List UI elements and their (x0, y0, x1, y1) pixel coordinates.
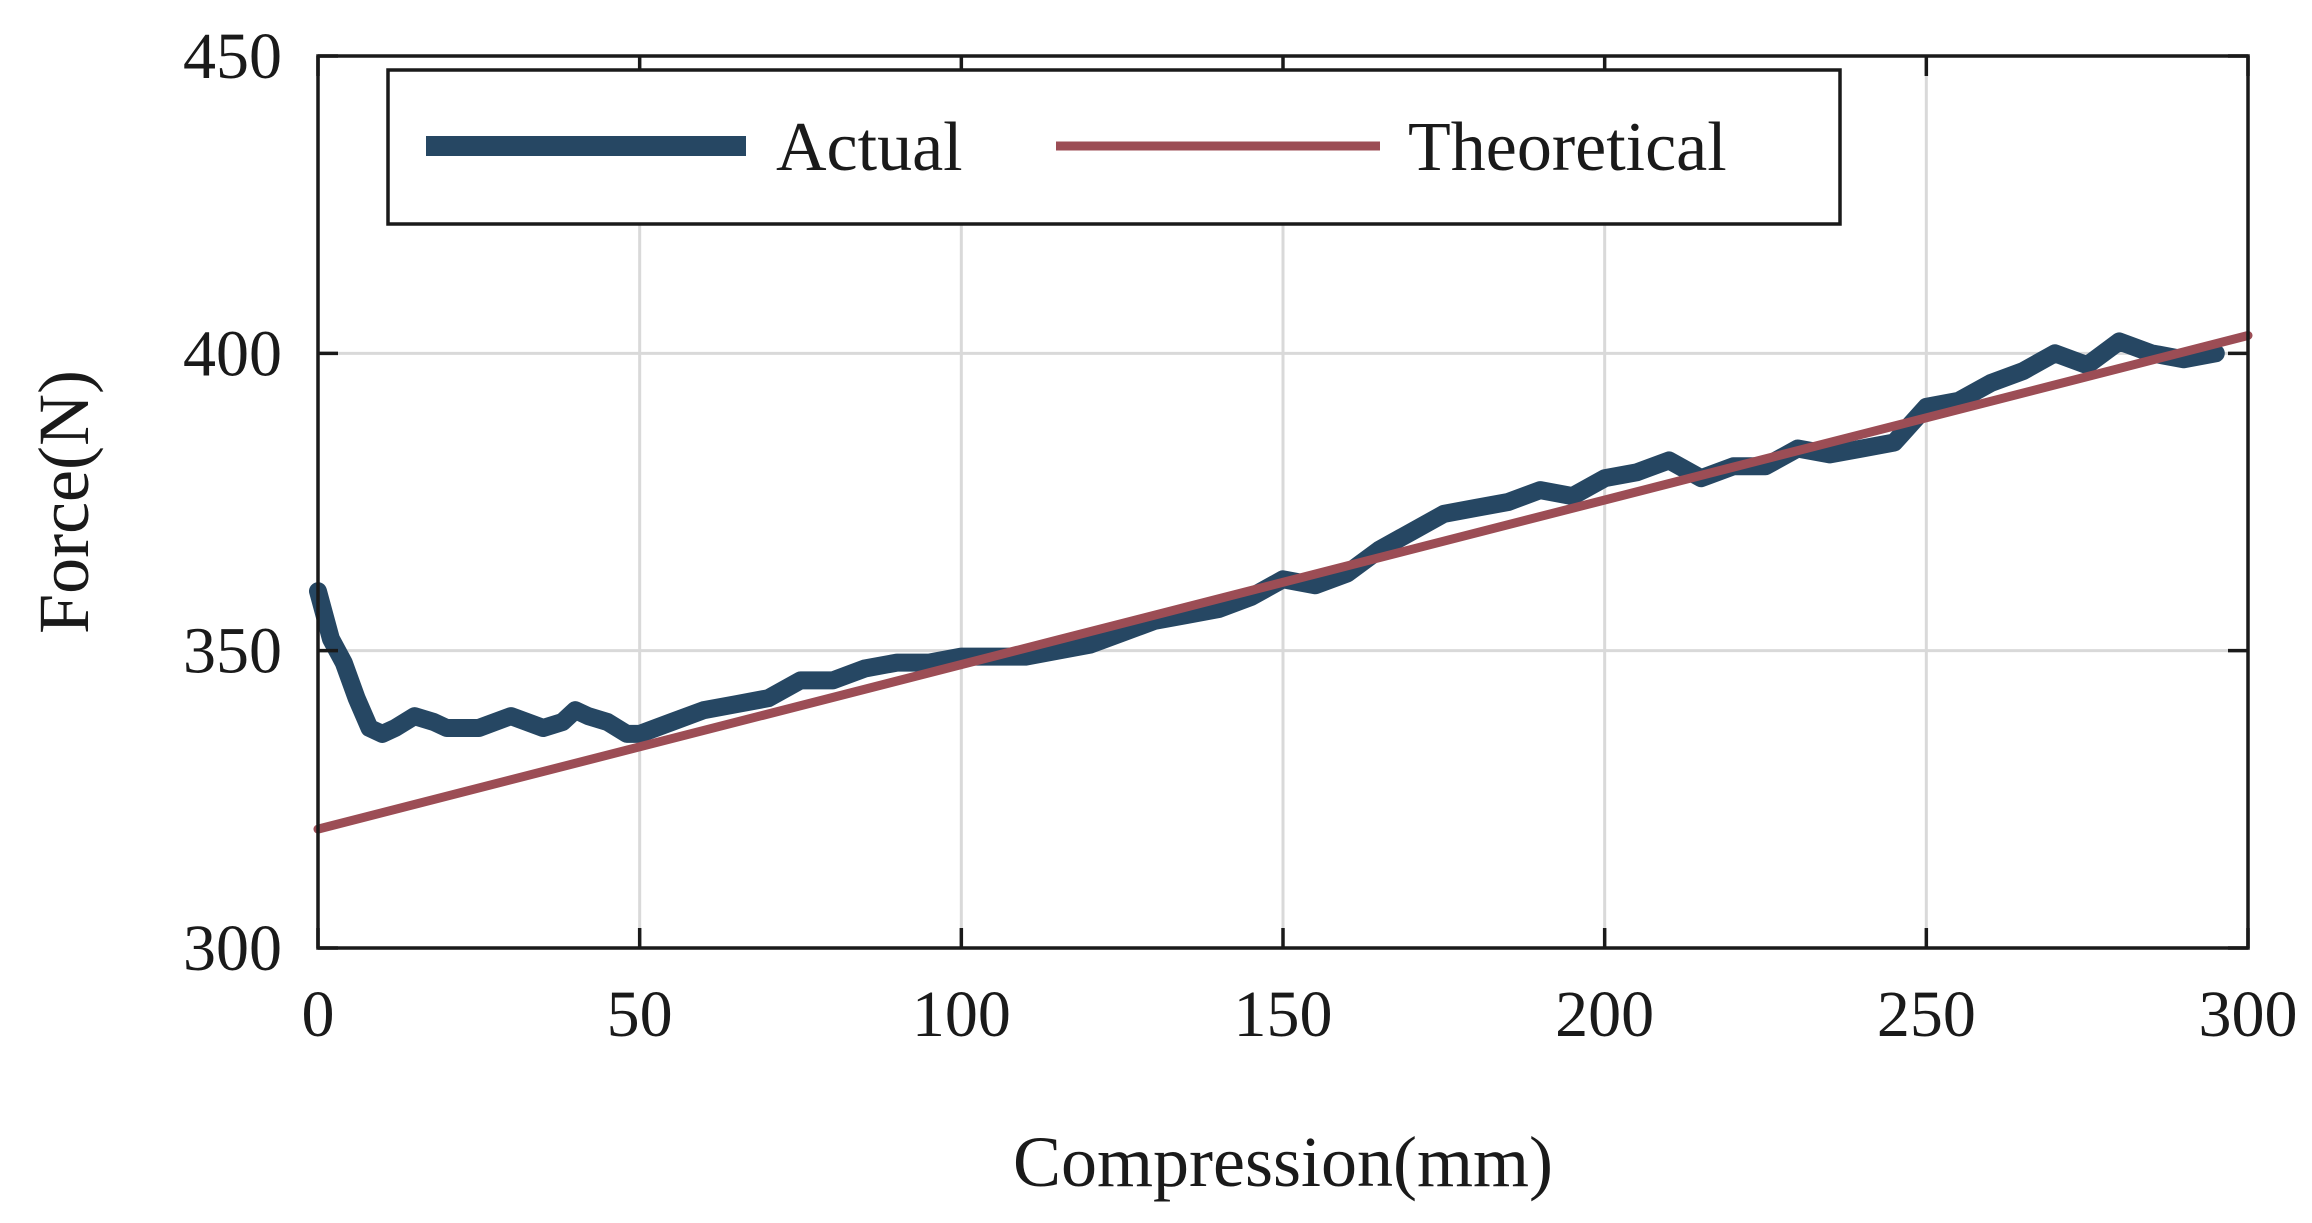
legend-label-theoretical: Theoretical (1408, 109, 1727, 186)
x-tick-label: 150 (1234, 978, 1333, 1051)
x-tick-label: 0 (302, 978, 335, 1051)
x-tick-label: 300 (2199, 978, 2298, 1051)
series-line-theoretical (313, 331, 2253, 834)
x-tick-label: 200 (1555, 978, 1654, 1051)
y-tick-label: 300 (183, 912, 282, 985)
series-line-actual (309, 332, 2225, 743)
legend-label-actual: Actual (776, 109, 963, 186)
y-tick-label: 350 (183, 615, 282, 688)
series-layer (309, 331, 2253, 834)
y-axis-label: Force(N) (24, 370, 104, 634)
legend: Actual Theoretical (386, 68, 1842, 226)
x-tick-label: 50 (607, 978, 673, 1051)
tick-labels: 0 50 100 150 200 250 300 300 350 400 450 (183, 20, 2298, 1051)
x-axis-label: Compression(mm) (1013, 1122, 1553, 1202)
y-tick-label: 450 (183, 20, 282, 93)
tick-marks (316, 54, 2250, 950)
x-tick-label: 100 (912, 978, 1011, 1051)
y-tick-label: 400 (183, 317, 282, 390)
x-tick-label: 250 (1877, 978, 1976, 1051)
